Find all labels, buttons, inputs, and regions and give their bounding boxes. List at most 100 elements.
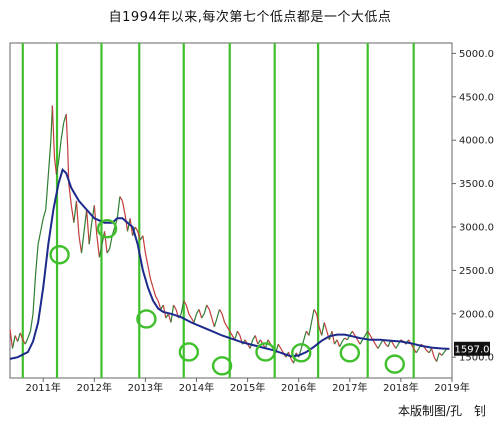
price-segment — [377, 343, 381, 349]
price-segment — [395, 343, 399, 349]
price-segment — [45, 174, 49, 210]
price-segment — [277, 343, 282, 349]
price-segment — [65, 114, 69, 149]
price-segment — [252, 335, 256, 341]
y-tick-label: 4500.0 — [459, 92, 494, 103]
price-segment — [86, 209, 90, 245]
price-segment — [60, 122, 65, 141]
low-marker — [384, 354, 405, 374]
price-segment — [333, 339, 338, 345]
price-segment — [428, 348, 433, 354]
price-segment — [40, 218, 44, 232]
price-segment — [438, 352, 443, 356]
price-segment — [341, 337, 346, 342]
price-segment — [29, 313, 34, 332]
price-segment — [70, 205, 75, 223]
price-segment — [47, 140, 52, 175]
price-segment — [121, 200, 126, 215]
price-segment — [109, 235, 113, 249]
price-segment — [183, 300, 187, 306]
y-axis: 1500.0 2000.0 2500.0 3000.0 3500.0 4000.0 4500… — [452, 49, 494, 364]
price-segment — [280, 348, 284, 354]
price-segment — [316, 313, 320, 327]
price-segment — [152, 287, 157, 297]
price-segment — [430, 348, 435, 358]
price-segment — [254, 335, 259, 345]
price-segment — [11, 335, 16, 349]
x-tick-label: 2018年 — [383, 381, 418, 394]
low-marker — [339, 343, 361, 363]
low-marker — [178, 342, 200, 362]
y-tick-label: 1500.0 — [459, 353, 494, 364]
price-segment — [167, 313, 172, 323]
price-segment — [55, 161, 60, 176]
price-segment — [206, 304, 210, 310]
y-tick-label: 5000.0 — [459, 49, 494, 60]
price-segment — [24, 337, 29, 345]
price-segment — [185, 304, 190, 314]
price-segment — [19, 332, 24, 341]
low-marker — [136, 309, 157, 329]
price-segment — [34, 244, 39, 275]
x-axis: 2011年 2012年 2013年 2014年 2015年 2016年 2017年 2018年… — [25, 378, 470, 394]
price-segment — [96, 235, 101, 258]
price-segment — [14, 335, 19, 342]
price-segment — [331, 331, 336, 345]
price-segment — [78, 235, 83, 254]
price-segment — [9, 329, 14, 349]
price-segment — [195, 309, 200, 315]
moving-average-series — [9, 167, 450, 360]
chart-credit: 本版制图/孔 钊 — [397, 404, 486, 418]
price-segment — [351, 330, 356, 336]
price-segment — [91, 205, 95, 223]
x-tick-label: 2016年 — [281, 381, 316, 394]
price-segment — [119, 196, 123, 202]
price-segment — [226, 326, 231, 332]
price-segment — [323, 322, 328, 332]
price-segment — [68, 183, 72, 206]
price-segment — [142, 235, 147, 254]
low-markers — [49, 219, 405, 376]
price-segment — [308, 322, 313, 336]
price-segment — [103, 231, 108, 254]
price-segment — [413, 348, 417, 354]
price-segment — [27, 330, 32, 339]
low-marker — [96, 219, 118, 239]
plot-frame — [9, 42, 453, 379]
price-segment — [17, 332, 21, 342]
low-marker — [211, 356, 233, 376]
price-segment — [75, 200, 80, 236]
cycle-lines — [21, 43, 415, 378]
price-segment — [410, 343, 415, 349]
price-segment — [165, 313, 169, 319]
last-value-tag: 1597.0 — [454, 341, 490, 356]
price-segment — [22, 339, 26, 345]
price-segment — [257, 339, 261, 345]
price-segment — [441, 351, 445, 356]
price-segment — [208, 309, 213, 319]
price-segment — [336, 339, 341, 347]
price-segment — [229, 330, 233, 336]
last-value-label: 1597.0 — [455, 344, 490, 355]
x-tick-label: 2013年 — [128, 381, 163, 394]
x-tick-label: 2015年 — [230, 381, 265, 394]
price-segment — [221, 313, 226, 323]
price-segment — [356, 339, 361, 345]
price-segment — [149, 278, 154, 288]
price-segment — [339, 341, 343, 348]
price-segment — [98, 244, 103, 258]
price-segment — [321, 322, 325, 336]
y-tick-label: 2000.0 — [459, 309, 494, 320]
price-segment — [73, 200, 78, 223]
price-segment — [318, 326, 323, 336]
price-segment — [88, 222, 93, 245]
price-segment — [201, 313, 205, 319]
price-segment — [349, 330, 353, 336]
price-segment — [364, 330, 369, 336]
price-segment — [433, 356, 438, 362]
price-segment — [326, 330, 330, 340]
price-segment — [101, 231, 106, 245]
price-segment — [211, 317, 215, 327]
price-segment — [144, 252, 149, 267]
